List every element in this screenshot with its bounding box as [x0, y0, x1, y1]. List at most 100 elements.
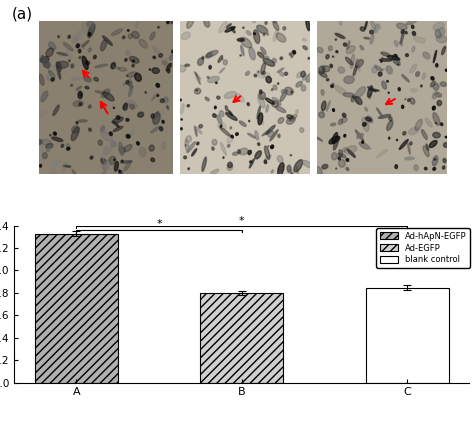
- Ellipse shape: [445, 136, 447, 138]
- Ellipse shape: [300, 128, 304, 133]
- Ellipse shape: [204, 19, 210, 27]
- Ellipse shape: [265, 156, 271, 159]
- Ellipse shape: [223, 60, 228, 65]
- Ellipse shape: [72, 170, 78, 178]
- Ellipse shape: [374, 24, 379, 33]
- Ellipse shape: [128, 86, 133, 97]
- Ellipse shape: [156, 84, 160, 87]
- Ellipse shape: [263, 71, 265, 74]
- Ellipse shape: [249, 159, 254, 168]
- Ellipse shape: [410, 88, 417, 92]
- Ellipse shape: [367, 86, 373, 97]
- Ellipse shape: [57, 52, 68, 56]
- Ellipse shape: [182, 32, 190, 40]
- Ellipse shape: [181, 128, 182, 130]
- Ellipse shape: [291, 173, 293, 175]
- Ellipse shape: [159, 54, 163, 57]
- Ellipse shape: [52, 64, 65, 71]
- Ellipse shape: [50, 168, 56, 174]
- Ellipse shape: [344, 134, 346, 137]
- Ellipse shape: [284, 87, 293, 95]
- Ellipse shape: [219, 68, 225, 73]
- Ellipse shape: [122, 36, 125, 39]
- Ellipse shape: [48, 42, 55, 50]
- Ellipse shape: [75, 31, 82, 41]
- Ellipse shape: [118, 68, 127, 71]
- Ellipse shape: [194, 126, 197, 136]
- Ellipse shape: [338, 153, 346, 158]
- Ellipse shape: [119, 147, 125, 153]
- Ellipse shape: [370, 34, 374, 44]
- Ellipse shape: [331, 85, 333, 88]
- Ellipse shape: [342, 147, 346, 152]
- Ellipse shape: [118, 142, 124, 156]
- Ellipse shape: [246, 71, 250, 75]
- Ellipse shape: [78, 120, 87, 122]
- Ellipse shape: [382, 81, 386, 89]
- Ellipse shape: [118, 170, 120, 173]
- Ellipse shape: [195, 72, 201, 84]
- Ellipse shape: [231, 135, 233, 138]
- Ellipse shape: [306, 74, 312, 82]
- Ellipse shape: [128, 30, 129, 31]
- Ellipse shape: [210, 169, 219, 175]
- Ellipse shape: [62, 162, 67, 172]
- Ellipse shape: [179, 65, 186, 72]
- Ellipse shape: [41, 91, 48, 102]
- Ellipse shape: [225, 27, 235, 32]
- Ellipse shape: [194, 88, 201, 94]
- Ellipse shape: [432, 94, 436, 99]
- Ellipse shape: [90, 156, 93, 159]
- Ellipse shape: [126, 50, 130, 55]
- Ellipse shape: [263, 33, 265, 36]
- Ellipse shape: [116, 116, 120, 119]
- Ellipse shape: [139, 147, 146, 156]
- Ellipse shape: [338, 157, 340, 160]
- Ellipse shape: [247, 133, 255, 138]
- Ellipse shape: [139, 40, 147, 48]
- Ellipse shape: [159, 127, 163, 131]
- Ellipse shape: [319, 66, 325, 74]
- Ellipse shape: [76, 44, 79, 48]
- Ellipse shape: [410, 64, 417, 73]
- Ellipse shape: [424, 167, 427, 170]
- Ellipse shape: [346, 159, 349, 162]
- Ellipse shape: [264, 160, 267, 164]
- Ellipse shape: [240, 55, 241, 56]
- Ellipse shape: [438, 28, 445, 35]
- Ellipse shape: [293, 51, 296, 54]
- Ellipse shape: [186, 136, 191, 142]
- Ellipse shape: [202, 157, 206, 171]
- Ellipse shape: [433, 83, 439, 90]
- Ellipse shape: [395, 165, 398, 168]
- Ellipse shape: [301, 71, 305, 77]
- Ellipse shape: [218, 56, 223, 62]
- Ellipse shape: [387, 56, 400, 60]
- Ellipse shape: [275, 106, 286, 113]
- Ellipse shape: [113, 122, 119, 127]
- Ellipse shape: [270, 130, 278, 141]
- Ellipse shape: [121, 160, 123, 162]
- Ellipse shape: [289, 53, 291, 56]
- Ellipse shape: [51, 78, 55, 81]
- Ellipse shape: [161, 59, 167, 65]
- Ellipse shape: [399, 42, 403, 46]
- Ellipse shape: [268, 146, 269, 147]
- Ellipse shape: [394, 40, 398, 47]
- Ellipse shape: [39, 74, 44, 85]
- Ellipse shape: [215, 106, 216, 109]
- Ellipse shape: [237, 38, 245, 41]
- Ellipse shape: [95, 91, 105, 94]
- Ellipse shape: [381, 69, 384, 71]
- Ellipse shape: [338, 67, 345, 73]
- Ellipse shape: [259, 90, 262, 94]
- Ellipse shape: [322, 164, 328, 169]
- Ellipse shape: [52, 137, 63, 142]
- Ellipse shape: [206, 51, 218, 57]
- Ellipse shape: [443, 166, 445, 169]
- Ellipse shape: [255, 151, 261, 159]
- Ellipse shape: [262, 130, 270, 136]
- Ellipse shape: [212, 139, 217, 145]
- Ellipse shape: [64, 42, 73, 51]
- Ellipse shape: [261, 62, 265, 74]
